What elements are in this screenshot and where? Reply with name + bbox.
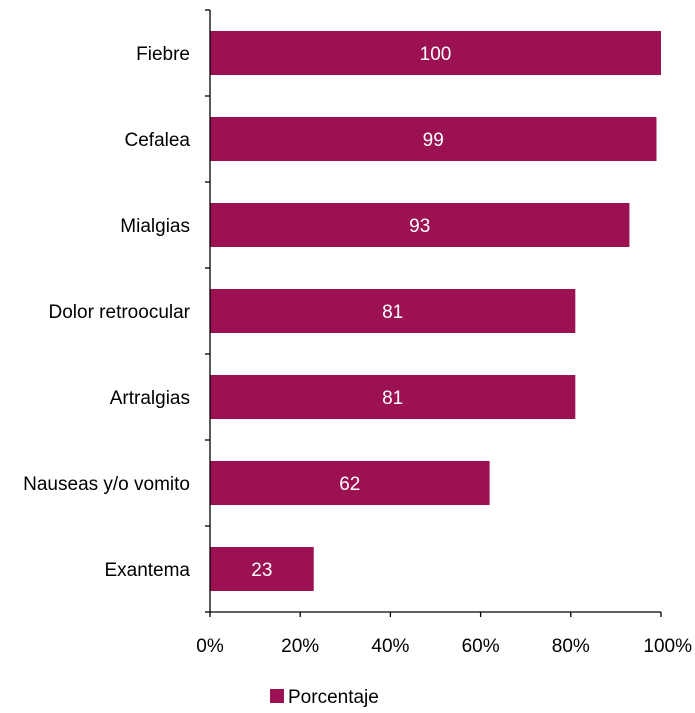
data-label: 100 xyxy=(420,44,452,65)
data-label: 93 xyxy=(409,216,430,237)
bar-exantema xyxy=(210,547,314,591)
x-tick-labels: 0% 20% 40% 60% 80% 100% xyxy=(196,636,692,657)
category-label: Nauseas y/o vomito xyxy=(23,474,190,495)
legend-swatch xyxy=(270,689,284,703)
data-label: 81 xyxy=(382,302,403,323)
x-tick-label: 80% xyxy=(552,636,590,657)
bar-cefalea xyxy=(210,117,657,161)
category-label: Exantema xyxy=(104,560,190,581)
bar-dolor-retroocular xyxy=(210,289,576,333)
bars-group: 100 99 93 81 81 62 23 xyxy=(210,31,661,591)
bar-mialgias xyxy=(210,203,630,247)
category-label: Cefalea xyxy=(125,130,191,151)
x-tick-label: 0% xyxy=(196,636,224,657)
bar-nauseas-y-o-vomito xyxy=(210,461,490,505)
data-label: 23 xyxy=(251,560,272,581)
data-label: 81 xyxy=(382,388,403,409)
category-label: Dolor retroocular xyxy=(49,302,191,323)
legend-label: Porcentaje xyxy=(288,687,379,708)
data-label: 99 xyxy=(423,130,444,151)
bar-fiebre xyxy=(210,31,661,75)
x-tick-label: 60% xyxy=(462,636,500,657)
x-tick-label: 100% xyxy=(643,636,692,657)
x-tick-label: 20% xyxy=(281,636,319,657)
category-label: Fiebre xyxy=(136,44,190,65)
data-label: 62 xyxy=(339,474,360,495)
x-tick-label: 40% xyxy=(371,636,409,657)
bar-artralgias xyxy=(210,375,576,419)
axes xyxy=(205,9,662,617)
category-label: Artralgias xyxy=(110,388,190,409)
category-label: Mialgias xyxy=(120,216,190,237)
category-labels: Fiebre Cefalea Mialgias Dolor retroocular Ar… xyxy=(23,44,191,581)
legend: Porcentaje xyxy=(270,687,379,708)
